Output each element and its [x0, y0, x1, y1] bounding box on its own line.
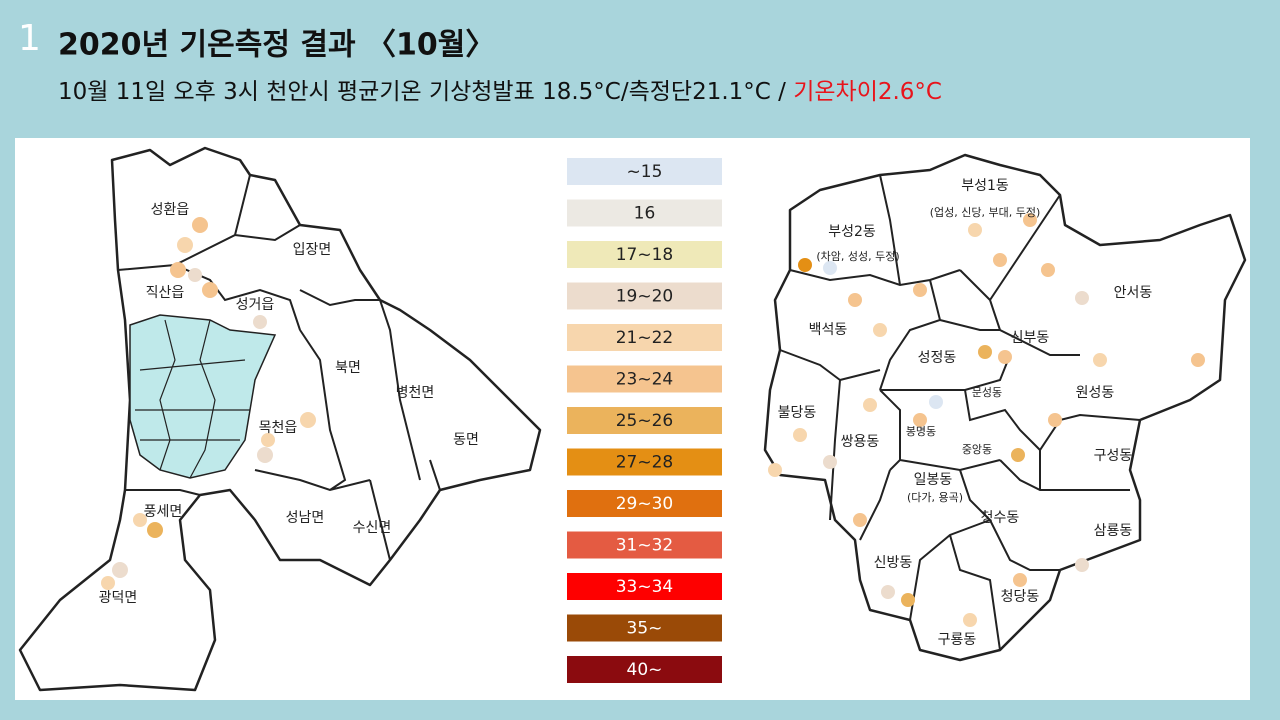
legend-swatch [567, 324, 722, 351]
region-sublabel: (차암, 성성, 두정) [816, 250, 899, 263]
east-map [763, 153, 1247, 662]
legend-swatch [567, 573, 722, 600]
legend-label: 21~22 [616, 328, 674, 348]
region-label: 구룡동 [938, 632, 977, 648]
region-label: 구성동 [1094, 448, 1133, 464]
region-label: 수신면 [353, 520, 392, 536]
region-label: 불당동 [778, 405, 817, 421]
region-label: 직산읍 [146, 285, 185, 301]
region-label: 목천읍 [259, 420, 298, 436]
legend-swatch [567, 407, 722, 434]
legend-label: 35~ [627, 619, 663, 639]
region-label: 원성동 [1076, 385, 1115, 401]
legend-swatch [567, 158, 722, 185]
region-sublabel: (업성, 신당, 부대, 두정) [930, 206, 1041, 219]
subtitle-text: 10월 11일 오후 3시 천안시 평균기온 기상청발표 18.5°C/측정단2… [58, 79, 793, 105]
legend-label: 23~24 [616, 370, 674, 390]
legend-label: 31~32 [616, 536, 674, 556]
region-label: 부성2동 [828, 224, 876, 240]
region-label: 성환읍 [151, 202, 190, 218]
region-label: 안서동 [1114, 285, 1153, 301]
legend-label: 29~30 [616, 494, 674, 514]
region-label: 쌍용동 [841, 434, 880, 450]
region-label: 광덕면 [99, 590, 138, 606]
legend-label: 16 [634, 204, 656, 224]
subtitle: 10월 11일 오후 3시 천안시 평균기온 기상청발표 18.5°C/측정단2… [58, 79, 942, 105]
region-label: 성정동 [918, 350, 957, 366]
legend-label: ~15 [627, 162, 663, 182]
subtitle-highlight: 기온차이2.6°C [793, 79, 942, 105]
region-label: 봉명동 [906, 425, 936, 438]
region-label: 중앙동 [962, 443, 992, 456]
legend-swatch [567, 490, 722, 517]
legend-label: 17~18 [616, 245, 674, 265]
region-label: 삼룡동 [1094, 523, 1133, 539]
region-label: 일봉동 [914, 472, 953, 488]
region-label: 성거읍 [236, 297, 275, 313]
region-label: 동면 [453, 432, 479, 448]
legend-swatch [567, 656, 722, 683]
legend-label: 19~20 [616, 287, 674, 307]
measurement-dots [101, 213, 1205, 627]
legend-swatch [567, 241, 722, 268]
legend-label: 40~ [627, 660, 663, 680]
slide-number: 1 [18, 18, 41, 59]
legend-swatch [567, 448, 722, 476]
region-label: 부성1동 [961, 178, 1009, 194]
legend-swatch [567, 282, 722, 310]
region-label: 문성동 [972, 386, 1002, 399]
region-label: 신부동 [1011, 330, 1050, 346]
region-label: 성남면 [286, 510, 325, 526]
region-label: 입장면 [293, 242, 332, 258]
region-label: 청수동 [981, 510, 1020, 526]
legend-swatch [567, 199, 722, 227]
legend-swatch [567, 365, 722, 393]
region-sublabel: (다가, 용곡) [907, 491, 963, 504]
legend-label: 27~28 [616, 453, 674, 473]
legend: ~15 16 17~18 19~20 21~22 23~24 25~26 27~28 29~30… [567, 158, 722, 683]
legend-swatch [567, 531, 722, 559]
region-label: 북면 [335, 360, 361, 376]
west-map [18, 146, 542, 692]
region-label: 병천면 [396, 385, 435, 401]
region-label: 신방동 [874, 555, 913, 571]
title: 2020년 기온측정 결과 〈10월〉 [58, 28, 495, 63]
legend-label: 25~26 [616, 411, 674, 431]
legend-swatch [567, 614, 722, 642]
legend-label: 33~34 [616, 577, 674, 597]
region-label: 청당동 [1001, 589, 1040, 605]
region-label: 풍세면 [144, 504, 183, 520]
region-label: 백석동 [809, 322, 848, 338]
